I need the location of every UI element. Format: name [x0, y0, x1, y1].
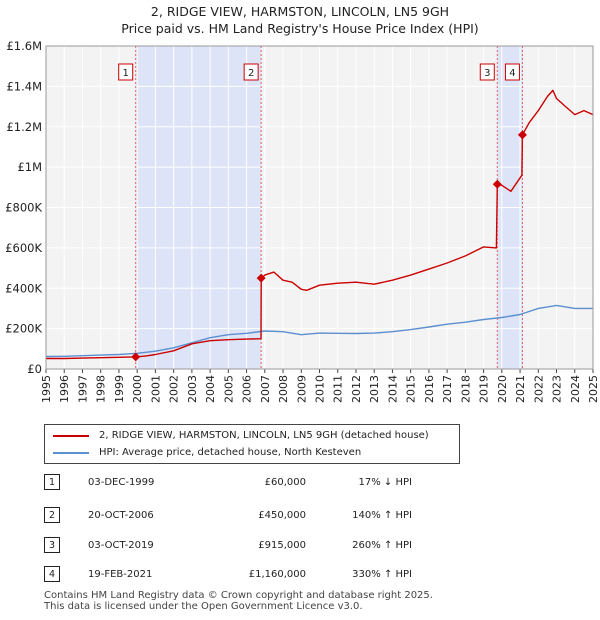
- transaction-badge: 2: [44, 507, 60, 523]
- transaction-row: 4 19-FEB-2021 £1,160,000 330% ↑ HPI: [44, 566, 524, 586]
- x-tick-label: 2014: [386, 375, 399, 403]
- y-tick-label: £200K: [5, 322, 42, 336]
- y-tick-label: £400K: [5, 281, 42, 295]
- transaction-date: 19-FEB-2021: [88, 569, 153, 580]
- transaction-date: 20-OCT-2006: [88, 510, 154, 521]
- sale-point: [131, 352, 141, 362]
- y-tick-label: £1M: [17, 160, 42, 174]
- chart-subtitle: Price paid vs. HM Land Registry's House …: [121, 21, 479, 36]
- x-tick-label: 2022: [532, 375, 545, 403]
- transaction-price: £450,000: [258, 510, 306, 521]
- y-tick-label: £0: [27, 362, 42, 376]
- plot-border: [45, 45, 594, 370]
- sale-label-frame: [118, 63, 134, 81]
- legend-property-swatch: [53, 435, 89, 437]
- x-tick-label: 2013: [368, 375, 381, 403]
- chart-legend: 2, RIDGE VIEW, HARMSTON, LINCOLN, LN5 9G…: [44, 424, 460, 464]
- transaction-hpi: 17% ↓ HPI: [358, 477, 412, 488]
- x-tick-label: 2006: [241, 375, 254, 403]
- x-tick-label: 2020: [496, 375, 509, 403]
- x-tick-label: 2000: [131, 375, 144, 403]
- x-tick-label: 2010: [314, 375, 327, 403]
- footer-attribution: Contains HM Land Registry data © Crown c…: [44, 590, 433, 612]
- legend-hpi-swatch: [53, 452, 89, 454]
- x-tick-label: 2018: [459, 375, 472, 403]
- transaction-price: £1,160,000: [248, 569, 306, 580]
- x-tick-label: 1997: [76, 375, 89, 403]
- x-tick-label: 1998: [95, 375, 108, 403]
- sale-label-box: 1: [118, 63, 134, 81]
- y-tick-label: £1.4M: [6, 79, 42, 93]
- x-tick-label: 1995: [40, 375, 53, 403]
- legend-hpi-label: HPI: Average price, detached house, Nort…: [99, 447, 362, 458]
- x-tick-label: 2021: [514, 375, 527, 403]
- transaction-badge: 1: [44, 474, 60, 490]
- x-tick-label: 2008: [277, 375, 290, 403]
- x-tick-label: 2025: [587, 375, 600, 403]
- x-tick-label: 2016: [423, 375, 436, 403]
- transaction-badge: 4: [44, 566, 60, 582]
- x-tick-label: 1996: [58, 375, 71, 403]
- x-tick-label: 2012: [350, 375, 363, 403]
- hpi-line: [45, 304, 593, 358]
- footer-line-1: Contains HM Land Registry data © Crown c…: [44, 590, 433, 601]
- footer-line-2: This data is licensed under the Open Gov…: [44, 601, 363, 612]
- sale-label: 3: [484, 68, 490, 79]
- sale-label-frame: [243, 63, 259, 81]
- x-tick-label: 2001: [149, 375, 162, 403]
- chart-title: 2, RIDGE VIEW, HARMSTON, LINCOLN, LN5 9G…: [150, 4, 450, 19]
- y-tick-label: £800K: [5, 201, 42, 215]
- x-tick-label: 2005: [222, 375, 235, 403]
- transaction-price: £915,000: [258, 540, 306, 551]
- sale-label-frame: [504, 63, 520, 81]
- x-tick-label: 2017: [441, 375, 454, 403]
- legend-property-label: 2, RIDGE VIEW, HARMSTON, LINCOLN, LN5 9G…: [99, 430, 429, 441]
- transaction-hpi: 260% ↑ HPI: [352, 540, 412, 551]
- x-tick-label: 2024: [569, 375, 582, 403]
- x-tick-label: 2023: [551, 375, 564, 403]
- x-tick-label: 2003: [186, 375, 199, 403]
- sale-point: [256, 273, 266, 283]
- y-tick-label: £1.6M: [6, 39, 42, 53]
- sale-label: 4: [509, 68, 515, 79]
- property-price-line: [46, 89, 594, 360]
- x-tick-label: 2002: [168, 375, 181, 403]
- transaction-date: 03-DEC-1999: [88, 477, 155, 488]
- sale-label-box: 4: [504, 63, 520, 81]
- sale-label: 2: [248, 68, 254, 79]
- y-tick-label: £1.2M: [6, 120, 42, 134]
- y-tick-label: £600K: [5, 241, 42, 255]
- sale-label: 1: [123, 68, 129, 79]
- transaction-row: 1 03-DEC-1999 £60,000 17% ↓ HPI: [44, 474, 524, 494]
- transaction-price: £60,000: [264, 477, 306, 488]
- transaction-date: 03-OCT-2019: [88, 540, 154, 551]
- sale-point: [492, 179, 502, 189]
- price-chart: £0 £200K £400K £600K £800K £1M £1.2M £1.4M £1.6M…: [5, 39, 600, 403]
- sale-label-frame: [479, 63, 495, 81]
- transaction-row: 2 20-OCT-2006 £450,000 140% ↑ HPI: [44, 507, 524, 527]
- x-tick-label: 2015: [405, 375, 418, 403]
- transaction-badge: 3: [44, 537, 60, 553]
- x-tick-label: 1999: [113, 375, 126, 403]
- sale-label-box: 3: [479, 63, 495, 81]
- x-tick-label: 2004: [204, 375, 217, 403]
- sale-label-box: 2: [243, 63, 259, 81]
- x-tick-label: 2009: [295, 375, 308, 403]
- transaction-hpi: 330% ↑ HPI: [352, 569, 412, 580]
- x-tick-label: 2007: [259, 375, 272, 403]
- x-tick-label: 2011: [332, 375, 345, 403]
- sale-point: [517, 130, 527, 140]
- transaction-hpi: 140% ↑ HPI: [352, 510, 412, 521]
- transaction-row: 3 03-OCT-2019 £915,000 260% ↑ HPI: [44, 537, 524, 557]
- x-tick-label: 2019: [478, 375, 491, 403]
